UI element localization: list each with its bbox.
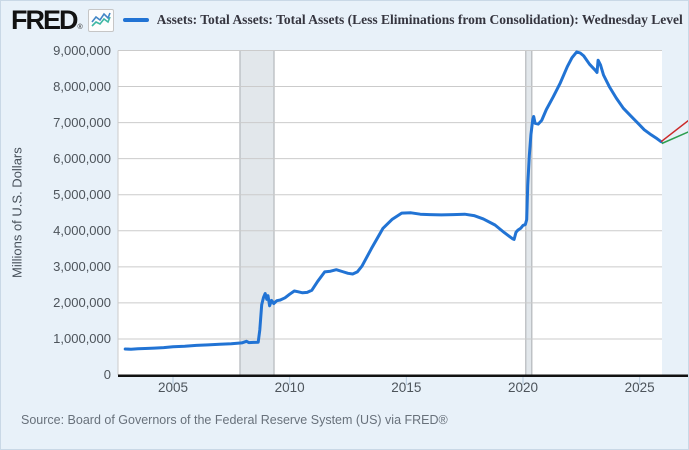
series-title[interactable]: Assets: Total Assets: Total Assets (Less… <box>156 12 683 27</box>
y-tick-label: 5,000,000 <box>53 186 111 202</box>
fred-logo[interactable]: FRED <box>11 6 78 34</box>
sparkline-chart-icon <box>87 8 114 32</box>
recession-band <box>525 50 532 375</box>
recession-band <box>239 50 275 375</box>
y-tick-label: 3,000,000 <box>53 258 111 274</box>
x-tick-label: 2025 <box>624 380 655 395</box>
projection-line-red <box>660 119 688 143</box>
plot-background <box>118 50 662 375</box>
x-tick-label: 2005 <box>157 380 189 395</box>
legend-series-swatch <box>122 18 149 22</box>
y-tick-label: 0 <box>103 367 111 382</box>
y-tick-label: 2,000,000 <box>53 294 111 310</box>
y-tick-label: 6,000,000 <box>53 150 111 166</box>
chart-header: FRED ® Assets: Total Assets: Total Asset… <box>11 6 688 34</box>
y-tick-label: 4,000,000 <box>53 222 111 238</box>
x-tick-label: 2010 <box>274 380 305 395</box>
data-line <box>123 50 663 351</box>
y-tick-label: 8,000,000 <box>53 78 111 94</box>
x-axis-line <box>118 374 688 377</box>
source-citation: Source: Board of Governors of the Federa… <box>21 413 448 427</box>
y-tick-label: 7,000,000 <box>53 114 111 130</box>
y-axis-title: Millions of U.S. Dollars <box>9 147 25 278</box>
x-tick-label: 2015 <box>391 380 422 395</box>
y-tick-label: 9,000,000 <box>53 42 111 58</box>
projection-line-green <box>661 131 688 145</box>
y-tick-label: 1,000,000 <box>53 330 111 346</box>
x-tick-label: 2020 <box>507 380 538 395</box>
registered-trademark: ® <box>77 24 83 31</box>
